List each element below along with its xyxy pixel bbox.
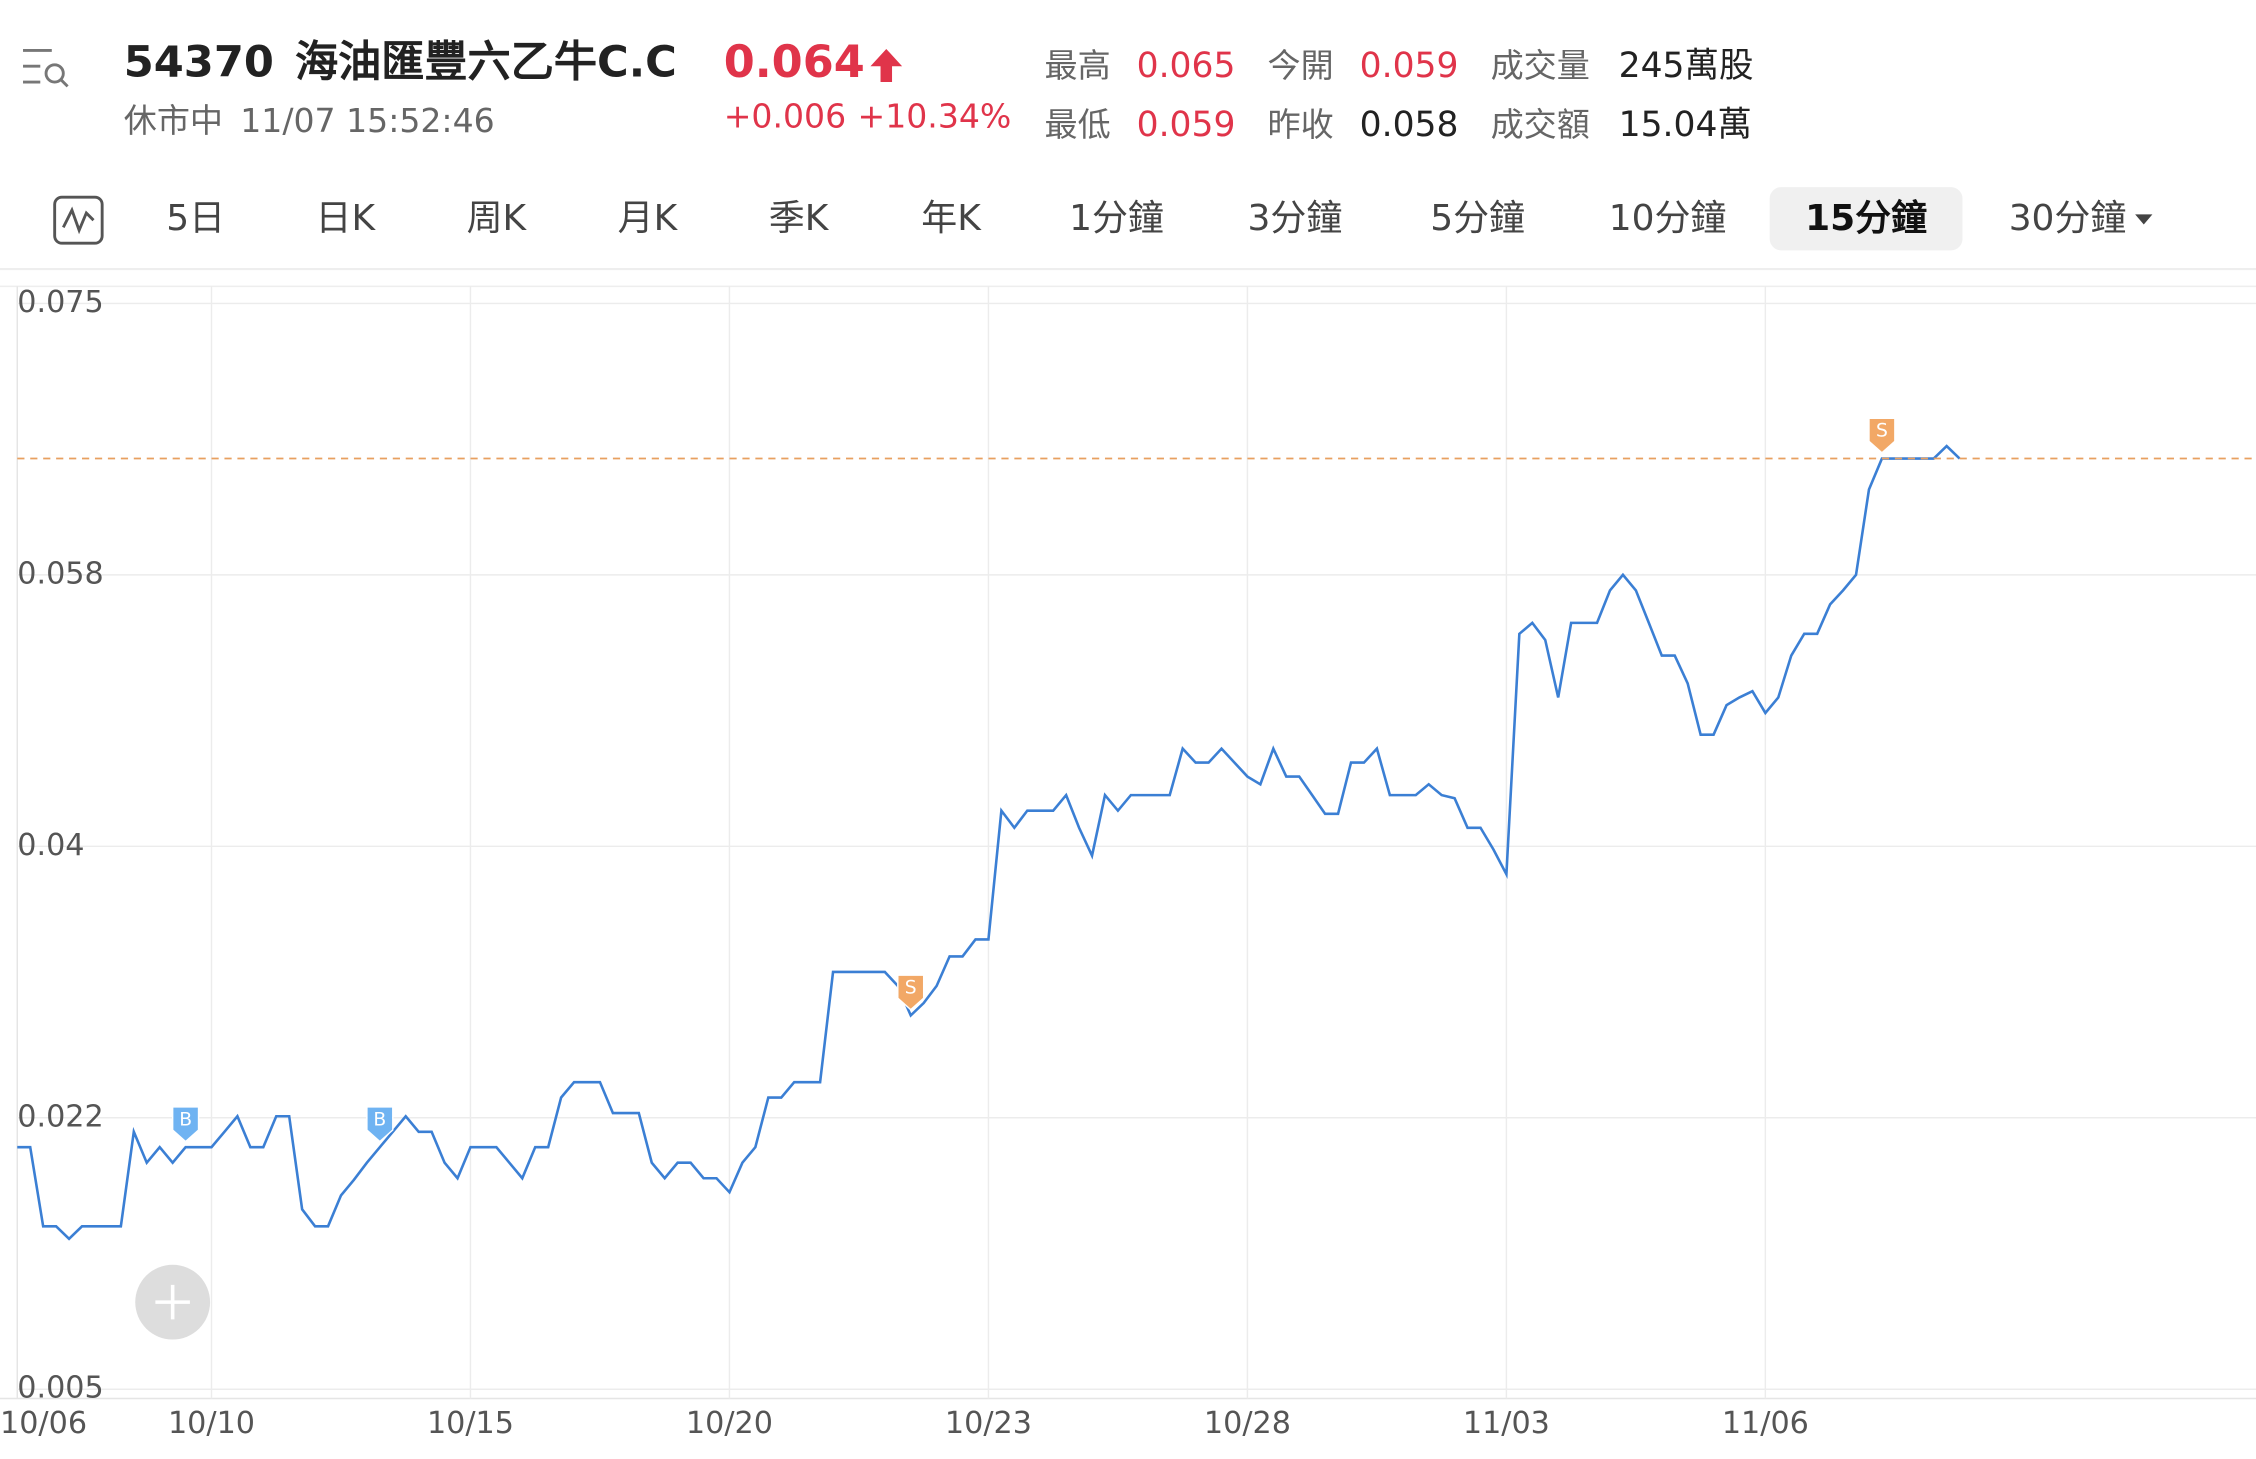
stat-value: 0.059 [1137, 105, 1236, 145]
stat-label: 成交額 [1491, 105, 1590, 144]
add-button[interactable] [135, 1264, 211, 1340]
x-tick-label: 10/20 [686, 1406, 773, 1441]
tab[interactable]: 10分鐘 [1609, 198, 1727, 239]
marker-label: B [373, 1109, 386, 1130]
tab[interactable]: 月K [618, 198, 679, 239]
marker-label: S [905, 978, 917, 999]
up-arrow [870, 48, 903, 83]
change: +0.006 [724, 97, 846, 136]
stat-label: 今開 [1268, 46, 1334, 85]
marker-pin [171, 1106, 200, 1143]
trade-marker[interactable]: S [1868, 417, 1896, 454]
stat-value: 0.059 [1360, 46, 1459, 86]
marker-pin [366, 1106, 394, 1143]
icon-frame [53, 195, 104, 245]
market-status: 休市中 [124, 101, 223, 140]
x-tick-label: 11/06 [1722, 1406, 1809, 1441]
stat-label: 成交量 [1491, 46, 1590, 85]
x-tick-label: 10/28 [1204, 1406, 1291, 1441]
tab[interactable]: 年K [921, 198, 982, 239]
icon-line [62, 206, 95, 235]
y-tick-label: 0.075 [17, 285, 103, 320]
stat-value: 15.04萬 [1619, 105, 1752, 145]
stat-value: 0.065 [1137, 46, 1236, 86]
trade-marker[interactable]: B [171, 1106, 200, 1143]
stock-code: 54370 [124, 37, 274, 87]
chart-mode-icon[interactable] [53, 195, 104, 245]
y-tick-label: 0.005 [17, 1371, 103, 1406]
tab[interactable]: 5日 [166, 198, 225, 239]
marker-pin [897, 974, 925, 1011]
change-pct: +10.34% [858, 97, 1012, 136]
stat-label: 最高 [1045, 46, 1111, 85]
tab[interactable]: 季K [769, 198, 830, 239]
x-tick-label: 10/10 [168, 1406, 255, 1441]
marker-pin [1868, 417, 1896, 454]
price: 0.064 [724, 36, 865, 88]
price-line [17, 444, 1961, 1241]
tab[interactable]: 3分鐘 [1248, 198, 1343, 239]
chart: 0.005 0.022 0.04 0.058 0.075 10/06 10/10 10/15 1… [0, 285, 2256, 1441]
add-plus [155, 1284, 190, 1320]
stat-value: 0.058 [1360, 105, 1459, 145]
tab[interactable]: 5分鐘 [1430, 198, 1525, 239]
tab[interactable]: 15分鐘 [1805, 197, 1927, 239]
x-tick-label: 10/23 [945, 1406, 1032, 1441]
stat-value: 245萬股 [1619, 46, 1754, 86]
stock-name: 海油匯豐六乙牛C.C [295, 37, 677, 87]
trade-marker[interactable]: B [366, 1106, 394, 1143]
tab[interactable]: 周K [467, 198, 528, 239]
tab[interactable]: 30分鐘 [2009, 198, 2127, 239]
tabs: 5日 日K 周K 月K 季K 年K 1分鐘 3分鐘 5分鐘 10分鐘 15分鐘 30分鐘 [53, 187, 2153, 251]
y-tick-label: 0.04 [17, 828, 84, 863]
x-tick-label: 11/03 [1463, 1406, 1550, 1441]
stat-label: 昨收 [1268, 105, 1334, 144]
tab[interactable]: 日K [316, 198, 377, 239]
x-tick-label: 10/06 [0, 1406, 87, 1441]
dropdown-caret [2135, 214, 2153, 225]
trade-marker[interactable]: S [897, 974, 925, 1011]
tab[interactable]: 1分鐘 [1069, 198, 1164, 239]
menu-icon[interactable] [23, 48, 69, 88]
active-tab-bg [1769, 187, 1963, 251]
marker-label: S [1876, 421, 1888, 442]
x-tick-label: 10/15 [427, 1406, 514, 1441]
y-tick-label: 0.022 [17, 1099, 103, 1134]
timestamp: 11/07 15:52:46 [240, 101, 494, 140]
y-tick-label: 0.058 [17, 556, 103, 591]
marker-label: B [179, 1109, 192, 1130]
stat-label: 最低 [1045, 105, 1111, 144]
